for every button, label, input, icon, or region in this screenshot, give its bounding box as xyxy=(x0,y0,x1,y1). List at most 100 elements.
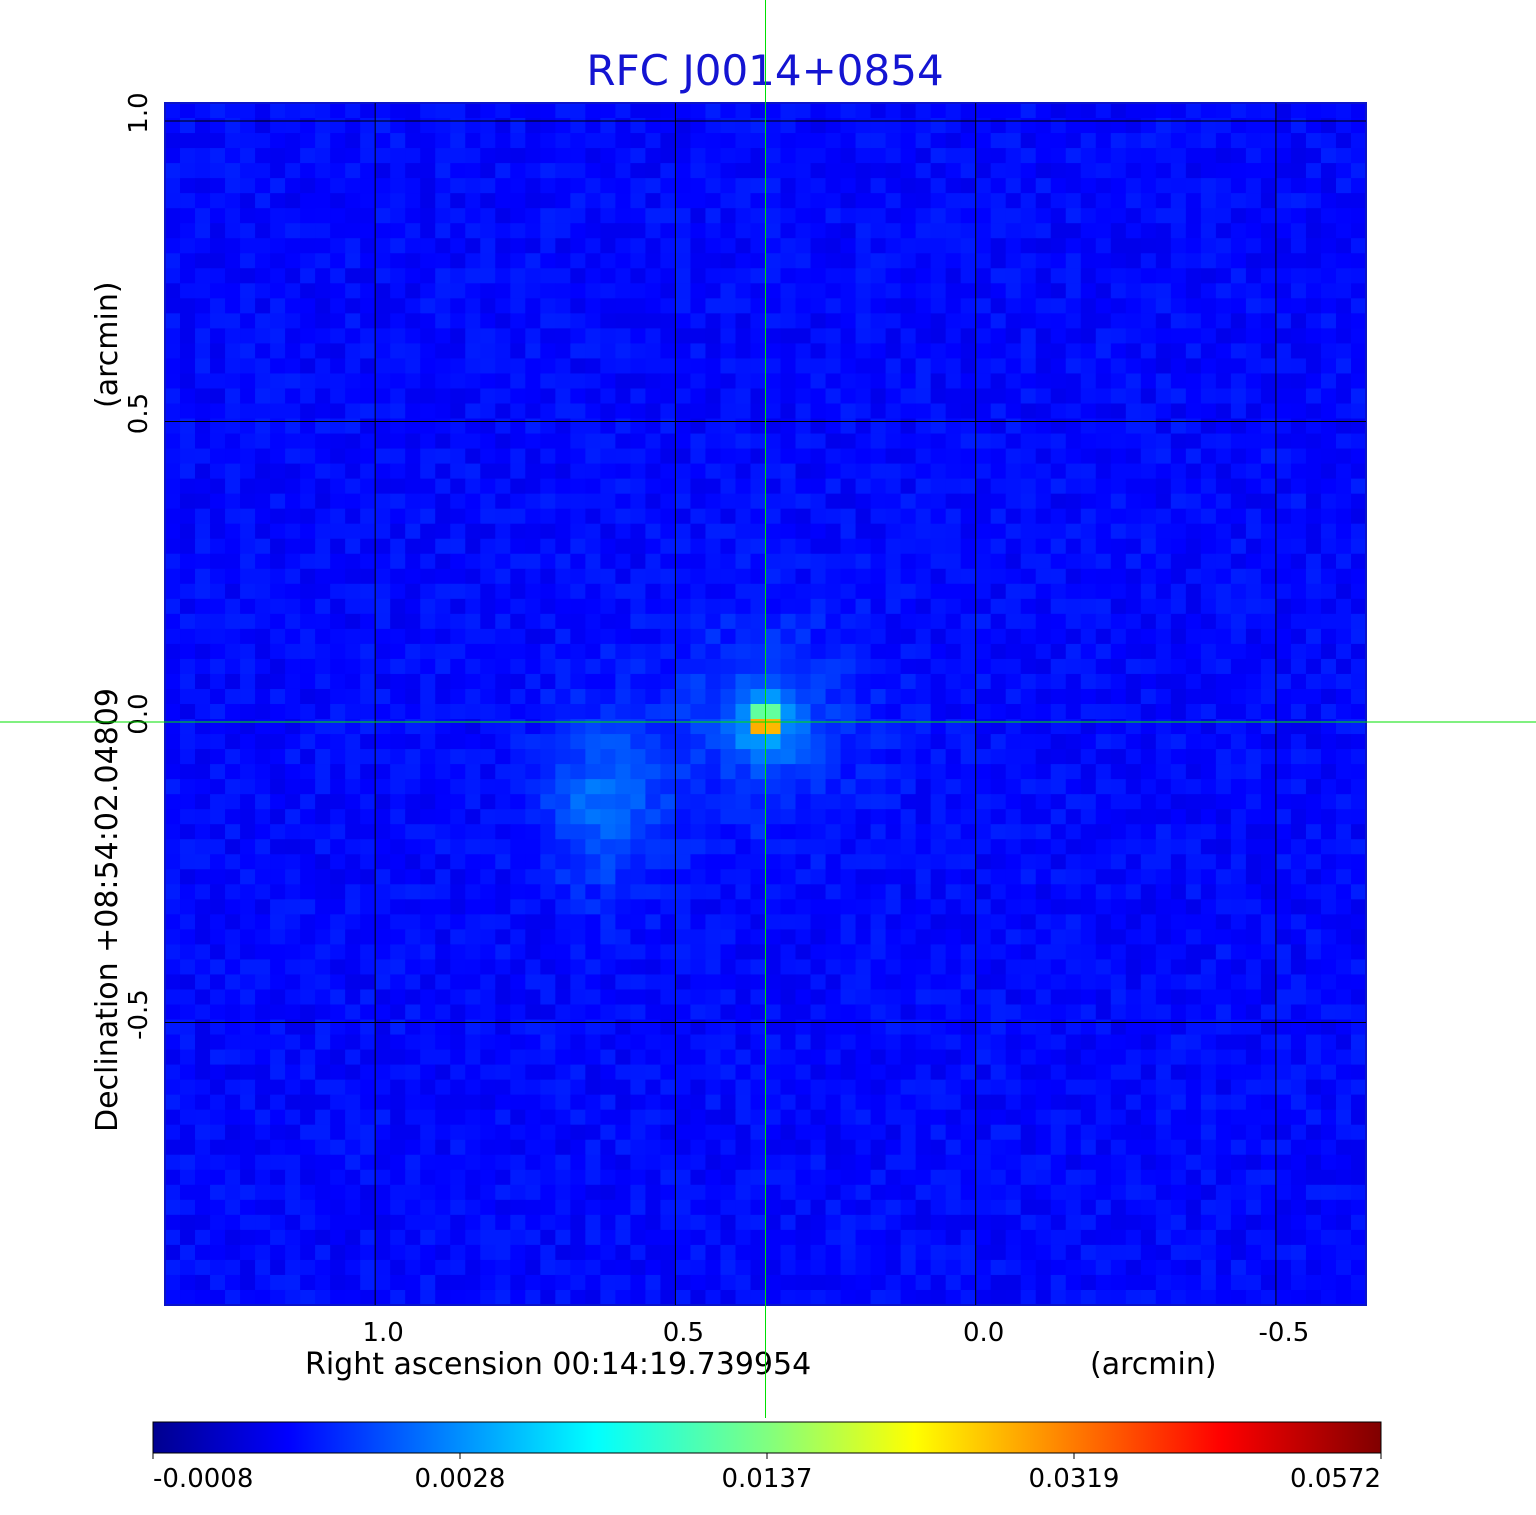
heatmap-cell xyxy=(675,223,692,239)
heatmap-cell xyxy=(1215,704,1232,720)
heatmap-cell xyxy=(765,613,782,630)
heatmap-cell xyxy=(1350,493,1366,510)
heatmap-cell xyxy=(195,463,211,480)
heatmap-cell xyxy=(600,959,616,976)
heatmap-cell xyxy=(750,719,767,735)
heatmap-cell xyxy=(1275,974,1292,991)
heatmap-cell xyxy=(780,283,797,299)
heatmap-cell xyxy=(405,493,421,510)
heatmap-cell xyxy=(750,1004,767,1021)
heatmap-cell xyxy=(165,178,181,194)
heatmap-cell xyxy=(180,583,196,600)
heatmap-cell xyxy=(330,118,346,134)
heatmap-cell xyxy=(270,658,286,675)
heatmap-cell xyxy=(270,223,286,239)
heatmap-cell xyxy=(1200,734,1217,750)
heatmap-cell xyxy=(405,779,421,795)
heatmap-cell xyxy=(1275,373,1292,390)
heatmap-cell xyxy=(375,598,391,615)
heatmap-cell xyxy=(555,989,571,1006)
heatmap-cell xyxy=(330,749,346,765)
heatmap-cell xyxy=(915,418,932,435)
heatmap-cell xyxy=(1350,448,1366,465)
heatmap-cell xyxy=(1260,643,1277,660)
heatmap-cell xyxy=(285,794,301,810)
heatmap-cell xyxy=(225,418,241,435)
heatmap-cell xyxy=(375,854,391,870)
heatmap-cell xyxy=(1155,553,1172,570)
heatmap-cell xyxy=(795,959,812,976)
heatmap-cell xyxy=(930,478,947,495)
heatmap-cell xyxy=(165,553,181,570)
heatmap-cell xyxy=(1275,193,1292,209)
heatmap-cell xyxy=(255,944,271,961)
heatmap-cell xyxy=(1155,298,1172,314)
heatmap-cell xyxy=(1200,478,1217,495)
heatmap-cell xyxy=(1185,884,1202,900)
heatmap-cell xyxy=(285,613,301,630)
heatmap-cell xyxy=(450,448,466,465)
heatmap-cell xyxy=(825,704,842,720)
heatmap-cell xyxy=(1155,208,1172,224)
heatmap-cell xyxy=(585,959,601,976)
heatmap-cell xyxy=(1245,238,1262,254)
heatmap-cell xyxy=(735,779,752,795)
heatmap-cell xyxy=(195,193,211,209)
heatmap-cell xyxy=(750,839,767,855)
heatmap-cell xyxy=(780,628,797,645)
heatmap-cell xyxy=(1335,463,1352,480)
heatmap-cell xyxy=(285,734,301,750)
heatmap-cell xyxy=(645,313,662,329)
heatmap-cell xyxy=(540,313,556,329)
heatmap-cell xyxy=(1005,673,1022,690)
heatmap-cell xyxy=(165,658,181,675)
heatmap-cell xyxy=(375,463,391,480)
heatmap-cell xyxy=(1305,613,1322,630)
heatmap-cell xyxy=(225,178,241,194)
heatmap-cell xyxy=(1275,583,1292,600)
heatmap-cell xyxy=(585,433,601,450)
heatmap-cell xyxy=(930,673,947,690)
heatmap-cell xyxy=(1065,734,1082,750)
heatmap-cell xyxy=(540,959,556,976)
heatmap-cell xyxy=(1035,1004,1052,1021)
heatmap-cell xyxy=(660,959,677,976)
heatmap-cell xyxy=(1185,719,1202,735)
heatmap-cell xyxy=(840,538,857,555)
heatmap-cell xyxy=(975,959,992,976)
heatmap-cell xyxy=(540,358,556,375)
heatmap-cell xyxy=(1350,418,1366,435)
heatmap-cell xyxy=(1095,358,1112,375)
heatmap-cell xyxy=(1230,448,1247,465)
heatmap-cell xyxy=(1320,1019,1337,1036)
heatmap-cell xyxy=(930,1019,947,1036)
heatmap-cell xyxy=(915,839,932,855)
heatmap-cell xyxy=(450,493,466,510)
heatmap-cell xyxy=(870,163,887,179)
heatmap-cell xyxy=(1230,163,1247,179)
heatmap-cell xyxy=(240,944,256,961)
heatmap-cell xyxy=(345,448,361,465)
heatmap-cell xyxy=(1005,749,1022,765)
heatmap-cell xyxy=(270,839,286,855)
heatmap-cell xyxy=(525,719,541,735)
heatmap-cell xyxy=(210,418,226,435)
heatmap-cell xyxy=(705,794,722,810)
heatmap-cell xyxy=(780,328,797,345)
heatmap-cell xyxy=(210,749,226,765)
heatmap-cell xyxy=(375,178,391,194)
heatmap-cell xyxy=(690,914,707,930)
heatmap-cell xyxy=(525,388,541,405)
heatmap-cell xyxy=(675,989,692,1006)
heatmap-cell xyxy=(510,643,526,660)
heatmap-cell xyxy=(1290,328,1307,345)
heatmap-cell xyxy=(255,133,271,149)
heatmap-cell xyxy=(345,568,361,585)
heatmap-cell xyxy=(945,974,962,991)
heatmap-cell xyxy=(825,719,842,735)
heatmap-cell xyxy=(840,854,857,870)
heatmap-cell xyxy=(255,148,271,164)
heatmap-cell xyxy=(750,208,767,224)
heatmap-cell xyxy=(1125,118,1142,134)
heatmap-cell xyxy=(690,613,707,630)
